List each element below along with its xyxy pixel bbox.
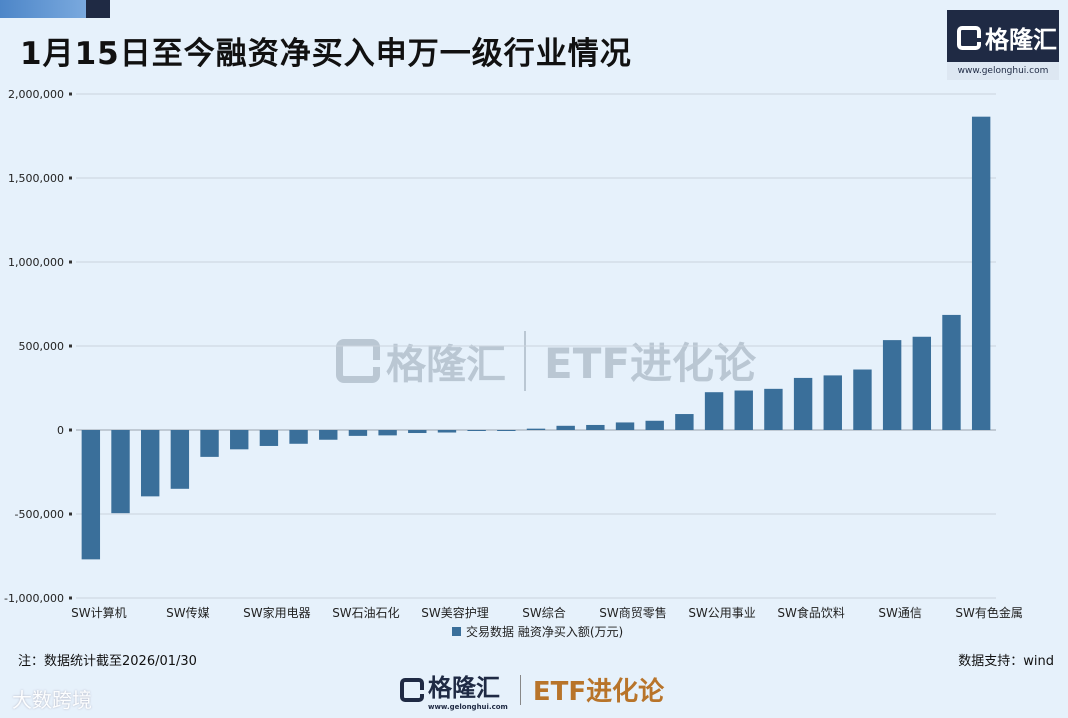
bar <box>764 388 783 430</box>
bar <box>853 369 872 430</box>
chart-title: 1月15日至今融资净买入申万一级行业情况 <box>20 36 632 72</box>
brand-logo: 格隆汇 www.gelonghui.com <box>947 10 1059 80</box>
bar <box>140 430 160 497</box>
watermark-divider <box>524 330 526 391</box>
bar <box>556 425 575 430</box>
bar <box>497 430 516 431</box>
bar <box>170 430 190 489</box>
bar <box>882 340 902 430</box>
bar <box>912 336 932 430</box>
y-tick-label: -1,000,000 <box>4 592 64 605</box>
watermark-logo: 格隆汇 <box>336 332 506 390</box>
y-tick-label: 1,500,000 <box>8 172 64 185</box>
watermark-brand: 格隆汇 <box>386 341 506 388</box>
y-tick-mark <box>69 92 72 96</box>
chart-gridlines <box>76 93 996 599</box>
bar <box>823 375 842 430</box>
y-tick-mark <box>69 344 72 348</box>
bar <box>675 414 694 430</box>
g-logo-icon <box>957 25 981 50</box>
footer-brand: 格隆汇 www.gelonghui.com ETF进化论 <box>400 668 664 711</box>
corner-watermark: 大数跨境 <box>12 688 92 712</box>
top-accent-bar <box>0 0 86 18</box>
footer-logo: 格隆汇 www.gelonghui.com <box>400 668 508 711</box>
footnote: 注：数据统计截至2026/01/30 <box>18 654 197 669</box>
x-axis-ticks: SW计算机 SW传媒 SW家用电器 SW石油石化 SW美容护理 SW综合 SW商贸零售 SW公… <box>71 605 1023 620</box>
x-tick-label: SW传媒 <box>166 605 209 620</box>
bar <box>437 430 457 433</box>
bar <box>259 430 279 446</box>
bar <box>408 430 427 434</box>
bar <box>704 392 724 430</box>
x-tick-label: SW美容护理 <box>421 605 488 620</box>
footer-slogan: ETF进化论 <box>532 677 665 707</box>
bar <box>200 430 219 457</box>
y-tick-label: 500,000 <box>19 340 65 353</box>
bar <box>645 420 664 430</box>
x-tick-label: SW石油石化 <box>332 606 399 620</box>
brand-logo-mark: 格隆汇 <box>957 20 1057 55</box>
center-watermark: 格隆汇 ETF进化论 <box>336 330 756 391</box>
y-tick-mark <box>69 512 72 516</box>
brand-name: 格隆汇 <box>985 26 1057 54</box>
bar <box>348 430 368 436</box>
y-tick-label: -500,000 <box>15 508 64 521</box>
bar <box>230 430 249 450</box>
bar <box>734 390 753 430</box>
bar <box>81 430 101 560</box>
footer-url: www.gelonghui.com <box>428 703 508 711</box>
legend-swatch <box>452 627 461 636</box>
footer-brand-name: 格隆汇 <box>428 674 500 702</box>
top-dark-bar <box>86 0 110 18</box>
x-tick-label: SW商贸零售 <box>599 605 666 620</box>
chart-bars <box>81 116 991 560</box>
x-tick-label: SW计算机 <box>71 605 126 620</box>
x-tick-label: SW食品饮料 <box>777 605 844 620</box>
y-tick-label: 2,000,000 <box>8 88 64 101</box>
footer-divider <box>519 674 521 705</box>
bar <box>111 430 130 514</box>
watermark-g-icon <box>336 338 380 383</box>
bar <box>289 430 308 444</box>
chart-legend: 交易数据 融资净买入额(万元) <box>452 624 623 639</box>
footer-g-icon <box>400 677 424 702</box>
y-tick-label: 0 <box>57 424 64 437</box>
bar <box>971 116 991 431</box>
y-axis-ticks: 2,000,000 1,500,000 1,000,000 500,000 0 -500,… <box>4 88 72 605</box>
brand-url: www.gelonghui.com <box>947 62 1059 80</box>
bar <box>467 430 486 431</box>
bar <box>378 430 397 436</box>
x-tick-label: SW家用电器 <box>243 605 310 620</box>
bar <box>586 424 605 430</box>
x-tick-label: SW有色金属 <box>955 605 1022 620</box>
x-tick-label: SW综合 <box>522 605 565 620</box>
bar <box>942 314 961 430</box>
y-tick-mark <box>69 260 72 264</box>
y-tick-label: 1,000,000 <box>8 256 64 269</box>
data-source: 数据支持：wind <box>958 654 1054 669</box>
bar <box>526 428 546 430</box>
y-tick-mark <box>69 596 72 600</box>
y-tick-mark <box>69 428 72 432</box>
x-tick-label: SW通信 <box>878 606 921 620</box>
x-tick-label: SW公用事业 <box>688 606 755 620</box>
bar <box>793 377 813 430</box>
y-tick-mark <box>69 176 72 180</box>
bar <box>319 430 338 440</box>
watermark-slogan: ETF进化论 <box>544 339 757 388</box>
bar <box>615 422 635 430</box>
legend-label: 交易数据 融资净买入额(万元) <box>466 624 623 639</box>
